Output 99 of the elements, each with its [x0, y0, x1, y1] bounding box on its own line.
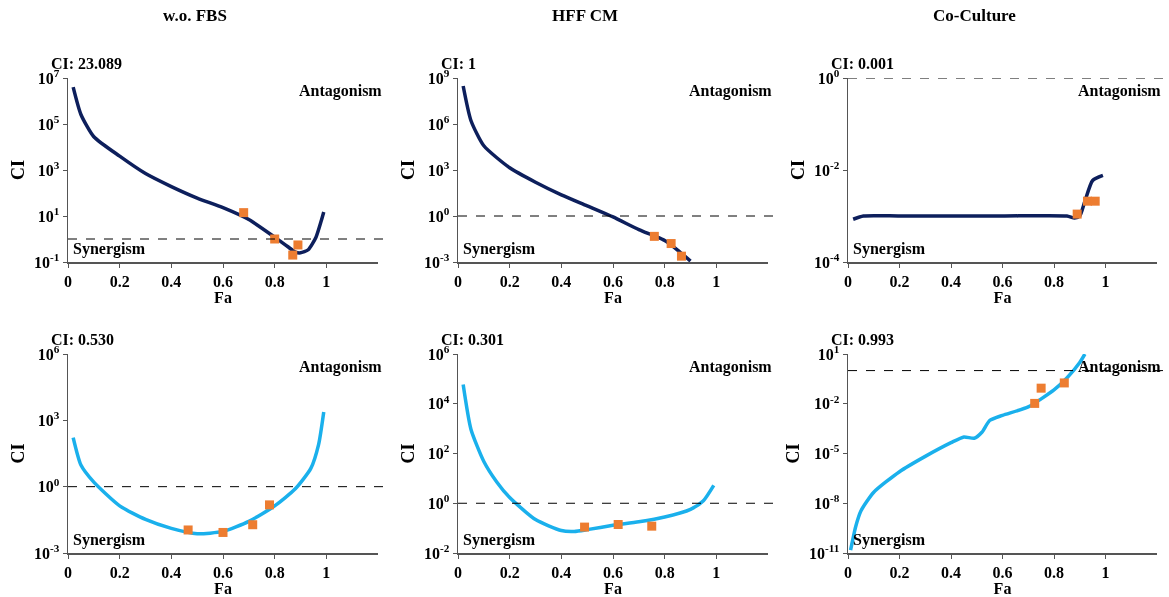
point: [288, 250, 298, 260]
x-axis-title: Fa: [993, 580, 1012, 597]
annotation: Antagonism: [299, 82, 383, 100]
y-tick-label: 10$^{2}$: [427, 442, 450, 463]
annotation: Antagonism: [689, 82, 773, 100]
point: [183, 525, 193, 535]
y-tick-label: 10$^{6}$: [427, 112, 450, 133]
y-tick-label: 10$^{3}$: [37, 409, 60, 429]
y-tick-label: 10$^{-2}$: [813, 392, 840, 413]
y-tick-label: 10$^{-3}$: [33, 541, 60, 562]
x-axis-title: Fa: [993, 289, 1012, 306]
point: [1059, 378, 1069, 388]
annotation: Antagonism: [1078, 358, 1162, 376]
y-tick-label: 10$^{0}$: [37, 475, 60, 496]
y-tick-label: 10$^{0}$: [427, 204, 450, 225]
annotation: Synergism: [853, 531, 926, 549]
x-tick-label: 0.8: [654, 563, 675, 581]
x-tick-label: 0.4: [551, 563, 572, 581]
point: [666, 239, 676, 249]
y-axis-title: CI: [8, 443, 29, 464]
x-tick-label: 0.8: [1044, 563, 1064, 581]
point: [1036, 383, 1046, 393]
y-tick-label: 10$^{5}$: [37, 112, 60, 133]
x-axis-title: Fa: [604, 289, 622, 306]
x-tick-label: 1: [1101, 563, 1110, 581]
x-tick-label: 0.6: [992, 563, 1013, 581]
y-tick-label: 10$^{-2}$: [423, 541, 450, 562]
point: [239, 208, 249, 218]
x-tick-label: 1: [712, 563, 721, 581]
x-tick-label: 0.2: [499, 563, 520, 581]
chart-title: HFF CM: [552, 6, 618, 26]
y-tick-label: 10$^{-1}$: [33, 250, 60, 271]
x-tick-label: 0.4: [941, 563, 961, 581]
annotation: Antagonism: [1078, 82, 1162, 100]
x-tick-label: 0.4: [551, 272, 572, 290]
x-tick-label: 0: [64, 563, 72, 581]
x-tick-label: 0.8: [264, 563, 285, 581]
y-axis-title: CI: [788, 159, 809, 181]
y-tick-label: 10$^{3}$: [37, 158, 60, 179]
x-tick-label: 1: [712, 272, 721, 290]
x-tick-label: 0.8: [264, 272, 285, 290]
x-axis-title: Fa: [604, 580, 622, 597]
point: [676, 251, 686, 261]
x-tick-label: 0.6: [603, 563, 623, 581]
point: [265, 500, 274, 510]
line-series: [461, 382, 716, 534]
point: [649, 231, 659, 241]
y-tick-label: 10$^{1}$: [37, 204, 60, 225]
y-axis-title: CI: [398, 443, 419, 464]
annotation: Synergism: [463, 240, 536, 258]
y-tick-label: 10$^{-4}$: [813, 250, 840, 271]
annotation: Antagonism: [689, 358, 773, 376]
y-tick-label: 10$^{-5}$: [813, 442, 840, 463]
y-tick-label: 10$^{4}$: [427, 392, 450, 413]
y-tick-label: 10$^{-3}$: [423, 250, 450, 271]
x-tick-label: 0.2: [889, 563, 910, 581]
annotation: Synergism: [73, 240, 146, 258]
x-axis-title: Fa: [214, 580, 232, 597]
x-tick-label: 0.2: [889, 272, 910, 290]
y-axis-title: CI: [398, 159, 419, 181]
x-tick-label: 0.8: [1044, 272, 1064, 290]
annotation: Synergism: [73, 531, 146, 549]
x-tick-label: 0: [844, 563, 852, 581]
x-tick-label: 0: [844, 272, 852, 290]
y-tick-label: 10$^{-8}$: [813, 492, 840, 512]
annotation: Synergism: [463, 531, 536, 549]
x-tick-label: 1: [322, 272, 331, 290]
point: [1030, 398, 1040, 408]
x-tick-label: 0: [64, 272, 72, 290]
y-tick-label: 10$^{-11}$: [809, 541, 840, 562]
x-tick-label: 0.6: [213, 563, 233, 581]
x-axis-title: Fa: [214, 289, 232, 306]
annotation: Synergism: [853, 240, 926, 258]
point: [248, 520, 258, 530]
x-tick-label: 0: [454, 563, 462, 581]
y-axis-title: CI: [783, 443, 804, 464]
x-tick-label: 0.4: [161, 272, 182, 290]
x-tick-label: 0: [454, 272, 462, 290]
x-tick-label: 0.6: [213, 272, 233, 290]
y-tick-label: 10$^{3}$: [427, 158, 450, 179]
chart-title: Co-Culture: [933, 6, 1017, 26]
line-series: [851, 173, 1105, 221]
x-tick-label: 0.4: [941, 272, 961, 290]
y-tick-label: 10$^{0}$: [427, 492, 450, 512]
x-tick-label: 0.2: [109, 563, 130, 581]
x-tick-label: 1: [322, 563, 331, 581]
x-tick-label: 0.8: [654, 272, 675, 290]
point: [218, 527, 228, 537]
x-tick-label: 0.4: [161, 563, 182, 581]
x-tick-label: 0.2: [109, 272, 130, 290]
x-tick-label: 0.6: [992, 272, 1013, 290]
y-axis-title: CI: [8, 159, 29, 181]
y-tick-label: 10$^{-2}$: [813, 158, 840, 179]
x-tick-label: 0.2: [499, 272, 520, 290]
chart-title: w.o. FBS: [163, 6, 227, 26]
x-tick-label: 1: [1101, 272, 1110, 290]
point: [293, 240, 303, 250]
x-tick-label: 0.6: [603, 272, 623, 290]
annotation: Antagonism: [299, 358, 383, 376]
